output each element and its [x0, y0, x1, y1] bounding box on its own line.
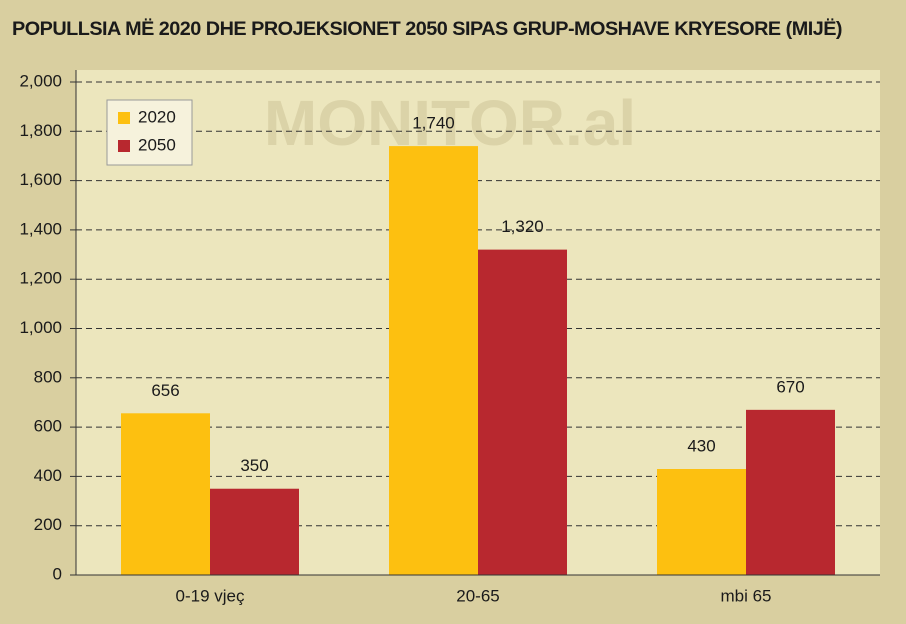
bar — [478, 249, 567, 575]
value-label: 430 — [687, 436, 715, 455]
value-label: 670 — [776, 377, 804, 396]
legend-swatch — [118, 112, 130, 124]
y-tick-label: 400 — [34, 466, 62, 485]
value-label: 350 — [240, 456, 268, 475]
value-label: 1,320 — [501, 217, 544, 236]
bar — [746, 409, 835, 575]
y-tick-label: 1,600 — [19, 170, 62, 189]
legend-box — [106, 99, 193, 166]
y-tick-label: 600 — [34, 417, 62, 436]
y-tick-label: 1,000 — [19, 318, 62, 337]
x-tick-label: 20-65 — [456, 586, 499, 605]
value-label: 656 — [151, 381, 179, 400]
y-tick-label: 2,000 — [19, 71, 62, 90]
y-tick-label: 0 — [53, 564, 62, 583]
legend-label: 2050 — [138, 135, 176, 154]
y-tick-label: 1,800 — [19, 121, 62, 140]
x-tick-label: 0-19 vjeç — [176, 586, 245, 605]
value-label: 1,740 — [412, 114, 455, 133]
bar — [121, 413, 210, 575]
x-tick-label: mbi 65 — [720, 586, 771, 605]
bar — [389, 146, 478, 575]
y-tick-label: 200 — [34, 515, 62, 534]
legend-swatch — [118, 140, 130, 152]
y-tick-label: 800 — [34, 367, 62, 386]
bar — [657, 469, 746, 575]
legend-label: 2020 — [138, 107, 176, 126]
y-tick-label: 1,400 — [19, 219, 62, 238]
y-tick-label: 1,200 — [19, 269, 62, 288]
chart-title: POPULLSIA MË 2020 DHE PROJEKSIONET 2050 … — [12, 19, 842, 40]
bar — [210, 488, 299, 575]
